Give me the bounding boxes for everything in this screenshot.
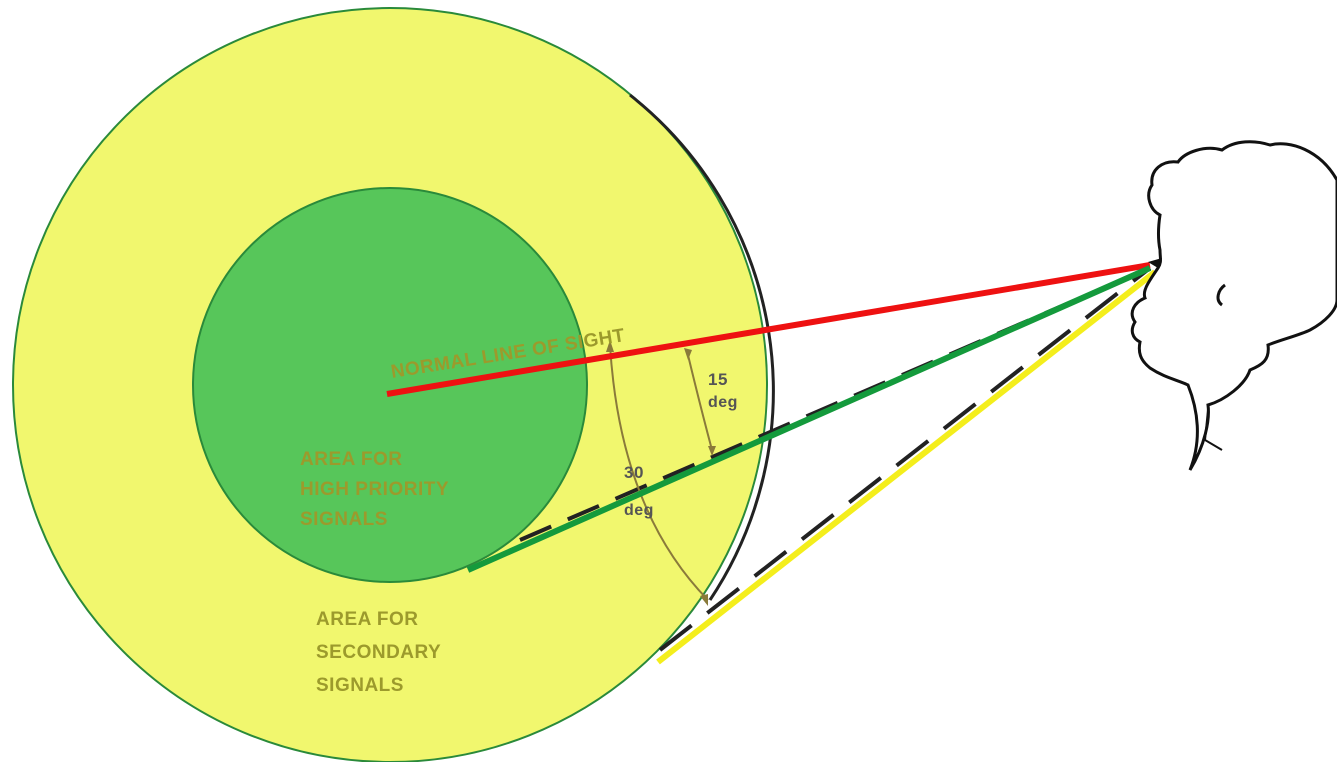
high-priority-label: AREA FOR HIGH PRIORITY SIGNALS <box>300 449 449 530</box>
normal-line-of-sight <box>386 262 1151 397</box>
dashed-line-30-deg <box>658 266 1152 652</box>
high-priority-signals-area <box>192 187 588 583</box>
arc-30-arrow-top <box>606 340 614 352</box>
head-neck-fold <box>1203 409 1223 451</box>
line-30-deg <box>656 269 1157 665</box>
angle-15-value: 15 <box>708 370 728 389</box>
angle-30-unit: deg <box>624 502 654 519</box>
head-profile <box>1130 140 1337 471</box>
secondary-label-line-2: SECONDARY <box>316 642 441 663</box>
angle-30-value: 30 <box>624 463 644 482</box>
high-priority-label-line-1: AREA FOR <box>300 449 403 470</box>
secondary-label-line-3: SIGNALS <box>316 675 404 696</box>
arc-15-arrow-top <box>684 348 692 360</box>
angle-15-unit: deg <box>708 394 738 411</box>
line-15-deg <box>466 265 1152 573</box>
arc-15-arrow-bottom <box>708 446 716 456</box>
secondary-label-line-1: AREA FOR <box>316 609 419 630</box>
high-priority-label-line-3: SIGNALS <box>300 509 388 530</box>
high-priority-label-line-2: HIGH PRIORITY <box>300 479 449 500</box>
arc-30-arrow-bottom <box>700 594 708 606</box>
eye-icon <box>1148 258 1162 268</box>
secondary-label: AREA FOR SECONDARY SIGNALS <box>316 609 441 696</box>
arc-15-deg <box>687 354 713 451</box>
ear-icon <box>1216 283 1226 307</box>
dashed-line-15-deg <box>519 266 1151 542</box>
